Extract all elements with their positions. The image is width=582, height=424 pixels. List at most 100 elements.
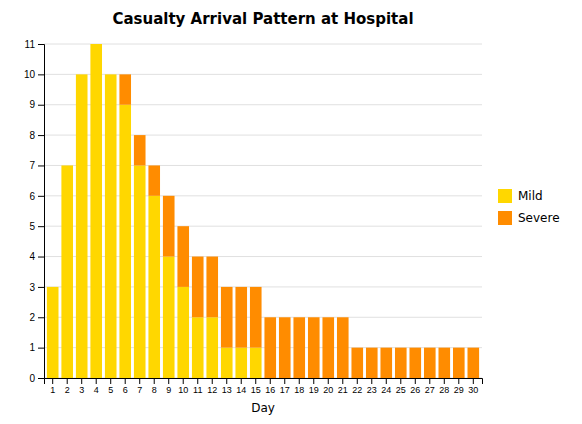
tick: 7 <box>29 160 44 171</box>
tick: 18 <box>294 378 304 395</box>
tick-mark <box>415 378 416 384</box>
tick: 10 <box>24 69 44 80</box>
bar <box>119 74 131 104</box>
tick: 30 <box>468 378 478 395</box>
bar <box>192 317 204 378</box>
bar <box>221 287 233 348</box>
tick-label: 11 <box>25 39 36 50</box>
bar <box>134 165 146 378</box>
bar <box>264 317 276 378</box>
tick-label: 25 <box>396 385 406 395</box>
tick-label: 0 <box>29 373 35 384</box>
tick-label: 2 <box>29 312 35 323</box>
tick: 12 <box>207 378 217 395</box>
bar <box>47 286 59 287</box>
bar <box>47 287 59 378</box>
tick-mark <box>38 165 44 166</box>
tick-label: 5 <box>29 221 35 232</box>
bar <box>395 348 407 378</box>
tick-mark <box>357 378 358 384</box>
tick: 3 <box>79 378 84 395</box>
tick-mark <box>328 378 329 384</box>
tick-label: 3 <box>29 282 35 293</box>
tick-label: 9 <box>29 99 35 110</box>
bars <box>47 44 479 378</box>
bar <box>90 44 102 378</box>
tick: 17 <box>280 378 290 395</box>
bar <box>250 287 262 348</box>
bar <box>134 135 146 165</box>
tick-mark <box>67 378 68 384</box>
bar <box>177 287 189 378</box>
bar <box>61 165 73 378</box>
tick-mark <box>444 378 445 384</box>
bar <box>90 44 102 45</box>
bar <box>206 257 218 318</box>
legend-label: Severe <box>518 211 560 225</box>
bar <box>206 317 218 378</box>
tick-label: 14 <box>236 385 246 395</box>
tick-label: 3 <box>79 385 84 395</box>
tick-label: 24 <box>381 385 391 395</box>
tick: 21 <box>338 378 348 395</box>
tick: 8 <box>152 378 157 395</box>
tick: 23 <box>367 378 377 395</box>
tick-label: 17 <box>280 385 290 395</box>
tick: 14 <box>236 378 246 395</box>
tick-mark <box>400 378 401 384</box>
tick-label: 7 <box>137 385 142 395</box>
bar <box>453 348 465 378</box>
bar <box>148 196 160 378</box>
tick-label: 15 <box>251 385 261 395</box>
tick-label: 9 <box>166 385 171 395</box>
x-axis: 1234567891011121314151617181920212223242… <box>45 378 483 395</box>
bar <box>467 348 479 378</box>
tick-label: 29 <box>454 385 464 395</box>
tick: 10 <box>178 378 188 395</box>
x-axis-title: Day <box>251 401 275 415</box>
tick-label: 10 <box>178 385 188 395</box>
tick: 5 <box>108 378 113 395</box>
bar <box>76 74 88 75</box>
tick-label: 1 <box>50 385 55 395</box>
bar <box>119 105 131 378</box>
bar <box>366 348 378 378</box>
tick-mark <box>313 378 314 384</box>
tick-mark <box>255 378 256 384</box>
tick-label: 26 <box>410 385 420 395</box>
axis-line <box>38 45 45 379</box>
grid-line <box>44 44 482 45</box>
tick: 26 <box>410 378 420 395</box>
tick-mark <box>38 226 44 227</box>
tick-label: 7 <box>29 160 35 171</box>
tick: 2 <box>29 312 44 323</box>
tick: 7 <box>137 378 142 395</box>
tick: 3 <box>29 282 44 293</box>
bar <box>163 257 175 378</box>
chart: 1234567891011121314151617181920212223242… <box>0 0 582 424</box>
bar <box>235 348 247 378</box>
bar <box>192 257 204 318</box>
tick-mark <box>96 378 97 384</box>
tick: 0 <box>29 373 44 384</box>
tick-label: 4 <box>94 385 99 395</box>
bar <box>424 348 436 378</box>
tick-mark <box>125 378 126 384</box>
tick-label: 13 <box>222 385 232 395</box>
tick-label: 16 <box>265 385 275 395</box>
tick-mark <box>52 378 53 384</box>
tick-mark <box>458 378 459 384</box>
bar <box>105 74 117 378</box>
tick: 24 <box>381 378 391 395</box>
bar <box>105 74 117 75</box>
tick: 2 <box>65 378 70 395</box>
series <box>119 74 479 378</box>
tick-label: 10 <box>24 69 36 80</box>
bar <box>235 287 247 348</box>
tick-mark <box>371 378 372 384</box>
tick: 19 <box>309 378 319 395</box>
axis-line <box>45 379 483 385</box>
tick-mark <box>154 378 155 384</box>
tick-mark <box>38 348 44 349</box>
tick-label: 6 <box>29 191 35 202</box>
